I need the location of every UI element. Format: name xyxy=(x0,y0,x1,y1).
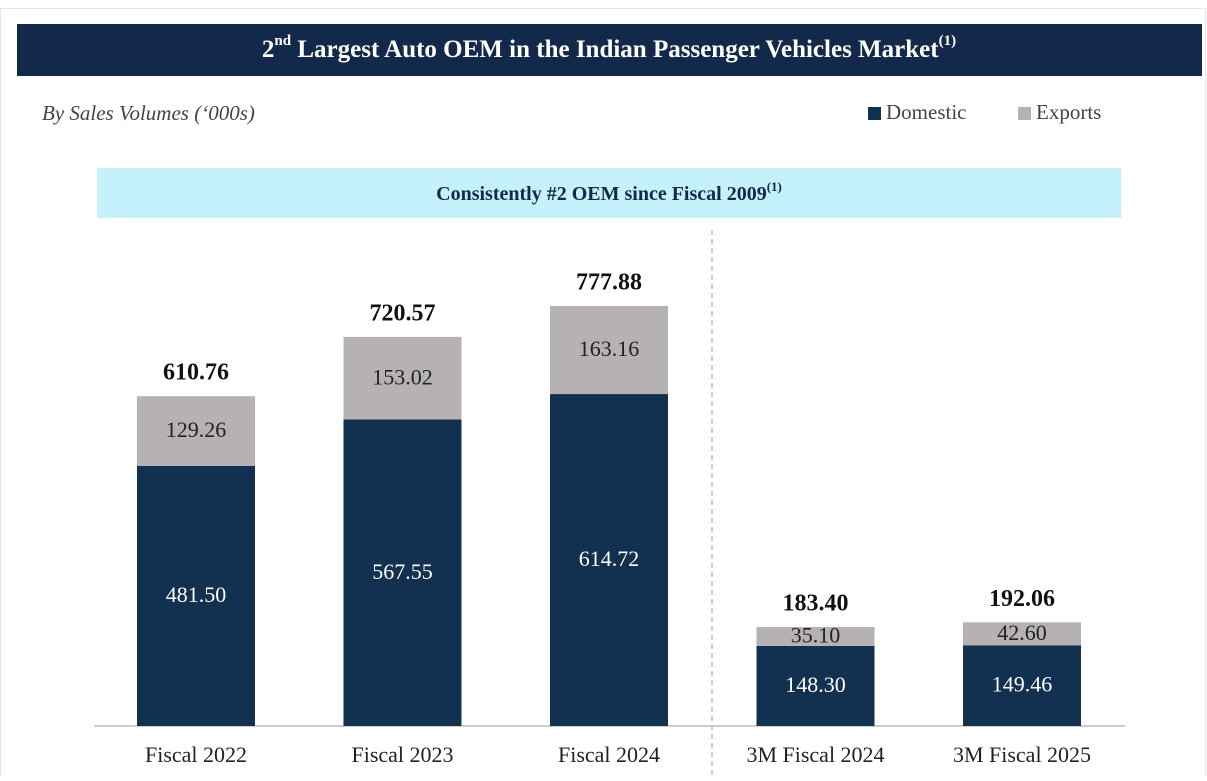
bar-segment xyxy=(756,645,875,726)
data-label: 567.55 xyxy=(372,559,433,584)
bar-segment xyxy=(963,645,1081,726)
subtitle: By Sales Volumes (‘000s) xyxy=(42,101,255,125)
data-label: 149.46 xyxy=(992,672,1053,697)
total-label: 192.06 xyxy=(989,586,1055,612)
data-label: 35.10 xyxy=(791,622,841,647)
banner xyxy=(97,168,1121,218)
bar-segment xyxy=(343,336,462,420)
x-tick-label: Fiscal 2022 xyxy=(145,742,247,767)
header-bar xyxy=(17,24,1202,76)
bar-segment xyxy=(137,396,255,466)
legend-swatch xyxy=(1018,107,1031,120)
bar-segment xyxy=(550,394,668,726)
total-label: 183.40 xyxy=(783,590,849,616)
bar-segment xyxy=(343,419,462,726)
data-label: 163.16 xyxy=(579,336,640,361)
bar-segment xyxy=(963,622,1081,646)
data-label: 614.72 xyxy=(579,546,640,571)
bar-segment xyxy=(756,626,875,646)
total-label: 777.88 xyxy=(576,269,642,295)
data-label: 481.50 xyxy=(166,582,227,607)
data-label: 42.60 xyxy=(997,620,1047,645)
data-label: 153.02 xyxy=(372,364,433,389)
legend-label: Domestic xyxy=(886,100,966,124)
frame xyxy=(0,8,1206,781)
x-tick-label: Fiscal 2023 xyxy=(351,742,453,767)
data-label: 129.26 xyxy=(166,417,227,442)
chart-title: 2nd Largest Auto OEM in the Indian Passe… xyxy=(262,33,956,62)
banner-text: Consistently #2 OEM since Fiscal 2009(1) xyxy=(436,179,782,205)
legend-swatch xyxy=(868,107,881,120)
data-label: 148.30 xyxy=(785,672,846,697)
x-tick-label: 3M Fiscal 2024 xyxy=(746,742,884,767)
total-label: 720.57 xyxy=(370,300,436,326)
total-label: 610.76 xyxy=(163,360,229,386)
x-tick-label: 3M Fiscal 2025 xyxy=(953,742,1091,767)
legend-label: Exports xyxy=(1036,100,1101,124)
x-tick-label: Fiscal 2024 xyxy=(558,742,660,767)
bar-segment xyxy=(550,305,668,395)
bar-segment xyxy=(137,465,255,726)
